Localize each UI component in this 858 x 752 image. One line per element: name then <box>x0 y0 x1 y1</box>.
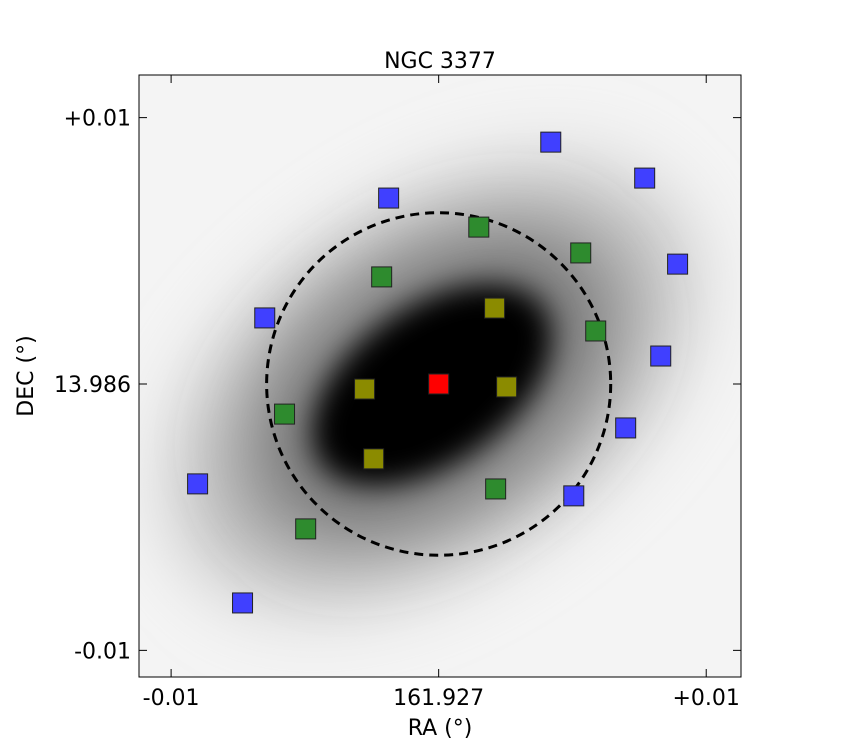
marker <box>585 320 607 342</box>
marker <box>371 266 393 288</box>
x-axis-label: RA (°) <box>408 716 473 741</box>
marker <box>563 485 585 507</box>
y-tick-label: -0.01 <box>74 639 131 664</box>
marker <box>254 307 276 329</box>
chart-title: NGC 3377 <box>384 49 496 74</box>
y-tick-label: 13.986 <box>54 373 131 398</box>
marker <box>485 478 507 500</box>
plot-frame <box>138 74 742 678</box>
marker <box>667 253 689 275</box>
x-tick-label: +0.01 <box>673 686 740 711</box>
x-tick-label: -0.01 <box>143 686 200 711</box>
marker <box>468 216 490 238</box>
marker <box>428 373 450 395</box>
marker <box>232 592 254 614</box>
marker <box>540 131 562 153</box>
marker <box>615 417 637 439</box>
marker <box>187 473 209 495</box>
marker <box>570 242 592 264</box>
y-tick-label: +0.01 <box>64 107 131 132</box>
y-axis-label: DEC (°) <box>14 335 39 416</box>
marker <box>484 297 506 319</box>
marker <box>650 345 672 367</box>
marker <box>363 448 385 470</box>
marker <box>496 376 518 398</box>
x-tick-label: 161.927 <box>393 686 484 711</box>
marker <box>274 403 296 425</box>
marker <box>354 378 376 400</box>
marker <box>378 187 400 209</box>
marker <box>634 167 656 189</box>
marker <box>295 518 317 540</box>
aperture-circle <box>265 211 613 557</box>
